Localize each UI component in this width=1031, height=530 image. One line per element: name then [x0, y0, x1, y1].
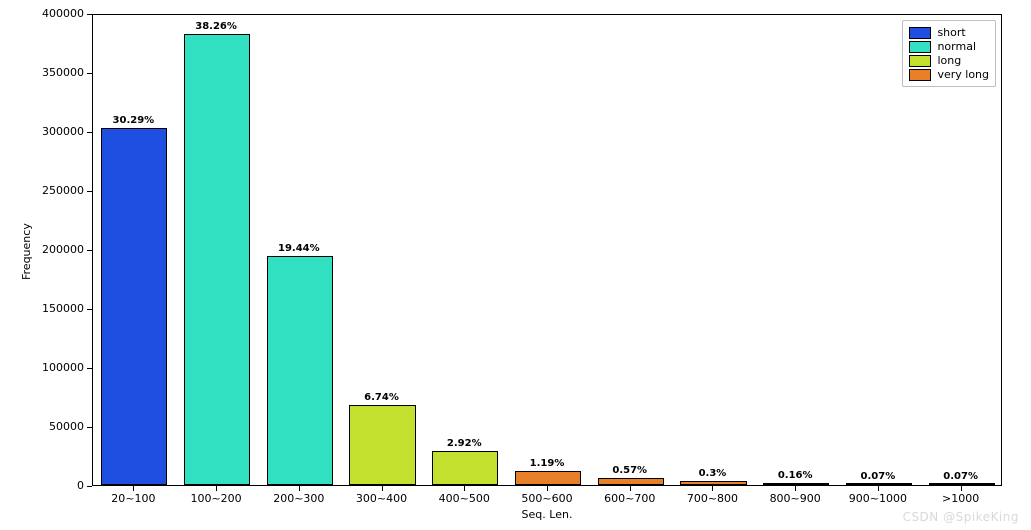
bar-value-label: 38.26%: [176, 21, 256, 32]
xtick-mark: [961, 486, 962, 491]
ytick-label: 50000: [14, 420, 84, 433]
ytick-mark: [87, 368, 92, 369]
bar-value-label: 1.19%: [507, 458, 587, 469]
xtick-mark: [712, 486, 713, 491]
legend-swatch: [909, 27, 931, 39]
legend-item: normal: [909, 40, 989, 53]
xtick-mark: [630, 486, 631, 491]
legend-label: short: [937, 26, 965, 39]
legend-swatch: [909, 41, 931, 53]
ytick-mark: [87, 309, 92, 310]
ytick-mark: [87, 73, 92, 74]
xtick-label: 600~700: [588, 492, 671, 505]
xtick-label: 200~300: [257, 492, 340, 505]
legend: shortnormallongvery long: [902, 20, 996, 87]
legend-label: normal: [937, 40, 976, 53]
bar: [929, 483, 995, 485]
xtick-mark: [795, 486, 796, 491]
xtick-mark: [464, 486, 465, 491]
bar: [846, 483, 912, 485]
xtick-label: 100~200: [175, 492, 258, 505]
xtick-mark: [216, 486, 217, 491]
legend-swatch: [909, 55, 931, 67]
watermark: CSDN @SpikeKing: [903, 510, 1019, 524]
ytick-mark: [87, 132, 92, 133]
ytick-label: 250000: [14, 184, 84, 197]
ytick-label: 150000: [14, 302, 84, 315]
xtick-mark: [382, 486, 383, 491]
xtick-label: 700~800: [671, 492, 754, 505]
bar: [763, 483, 829, 485]
legend-label: long: [937, 54, 961, 67]
bar-value-label: 30.29%: [93, 115, 173, 126]
legend-swatch: [909, 69, 931, 81]
bar-value-label: 0.16%: [755, 470, 835, 481]
legend-label: very long: [937, 68, 989, 81]
ytick-label: 350000: [14, 66, 84, 79]
xtick-label: 500~600: [506, 492, 589, 505]
bar-value-label: 0.07%: [838, 471, 918, 482]
xtick-label: 900~1000: [837, 492, 920, 505]
ytick-label: 0: [14, 479, 84, 492]
xtick-label: 300~400: [340, 492, 423, 505]
ytick-label: 300000: [14, 125, 84, 138]
xtick-mark: [299, 486, 300, 491]
bar: [515, 471, 581, 485]
ytick-mark: [87, 14, 92, 15]
ytick-mark: [87, 427, 92, 428]
bar: [101, 128, 167, 485]
bar: [267, 256, 333, 485]
bar-value-label: 6.74%: [342, 392, 422, 403]
bar-value-label: 0.3%: [672, 468, 752, 479]
x-axis-title: Seq. Len.: [507, 508, 587, 521]
bar: [349, 405, 415, 485]
legend-item: very long: [909, 68, 989, 81]
bar: [184, 34, 250, 485]
bar: [680, 481, 746, 485]
xtick-label: 800~900: [754, 492, 837, 505]
xtick-label: 20~100: [92, 492, 175, 505]
xtick-label: >1000: [919, 492, 1002, 505]
xtick-mark: [133, 486, 134, 491]
legend-item: long: [909, 54, 989, 67]
bar: [432, 451, 498, 485]
xtick-mark: [547, 486, 548, 491]
bar: [598, 478, 664, 485]
bar-value-label: 2.92%: [424, 438, 504, 449]
ytick-label: 100000: [14, 361, 84, 374]
xtick-mark: [878, 486, 879, 491]
legend-item: short: [909, 26, 989, 39]
ytick-mark: [87, 250, 92, 251]
y-axis-title: Frequency: [20, 223, 33, 280]
bar-value-label: 0.07%: [921, 471, 1001, 482]
bar-value-label: 0.57%: [590, 465, 670, 476]
seq-len-frequency-chart: 0500001000001500002000002500003000003500…: [0, 0, 1031, 530]
ytick-label: 400000: [14, 7, 84, 20]
plot-area: [92, 14, 1002, 486]
xtick-label: 400~500: [423, 492, 506, 505]
bar-value-label: 19.44%: [259, 243, 339, 254]
ytick-mark: [87, 486, 92, 487]
ytick-mark: [87, 191, 92, 192]
